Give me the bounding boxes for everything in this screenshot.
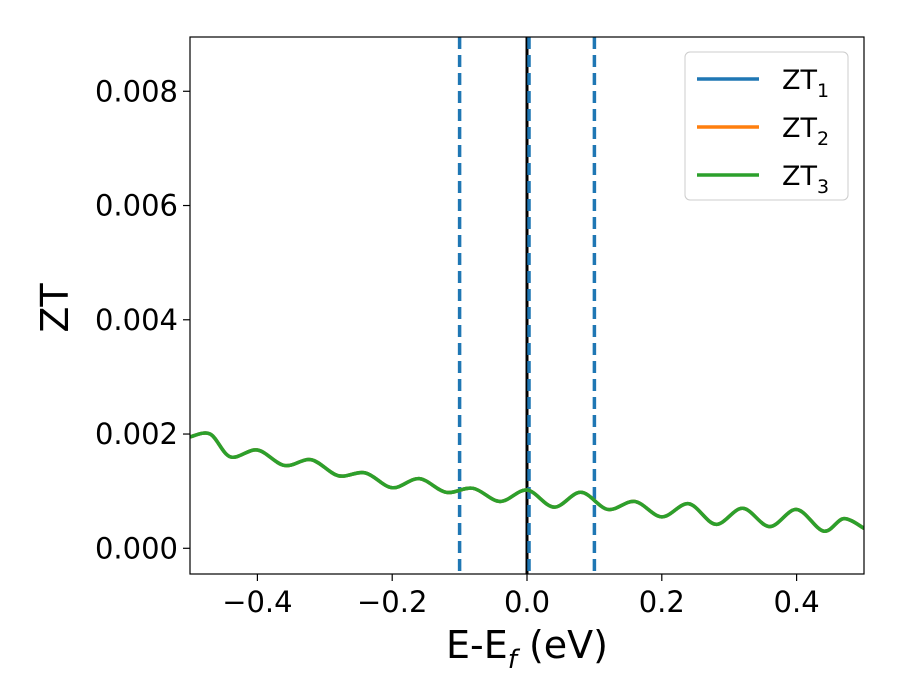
x-tick-label: −0.4 [222,585,292,619]
legend-box [684,51,849,201]
x-tick-label: 0.4 [774,585,820,619]
x-tick-label: 0.2 [639,585,685,619]
y-tick-label: 0.000 [95,531,178,565]
legend-label-zt3: ZT3 [782,161,829,198]
legend: ZT1 ZT2 ZT3 [684,51,849,201]
x-tick-label: 0.0 [504,585,550,619]
y-tick-label: 0.004 [95,303,178,337]
x-axis: −0.4 −0.2 0.0 0.2 0.4 [222,574,820,619]
x-tick-label: −0.2 [357,585,427,619]
y-axis-label: ZT [33,283,77,333]
y-tick-label: 0.006 [95,189,178,223]
legend-label-zt2: ZT2 [782,113,829,150]
series-line-zt3 [190,431,864,533]
x-axis-label: E-Ef (eV) [446,623,608,675]
y-tick-label: 0.008 [95,74,178,108]
series-lines [190,431,864,533]
legend-label-zt1: ZT1 [782,65,829,102]
y-tick-label: 0.002 [95,417,178,451]
reference-lines [457,37,597,574]
y-axis: 0.000 0.002 0.004 0.006 0.008 [95,74,190,565]
